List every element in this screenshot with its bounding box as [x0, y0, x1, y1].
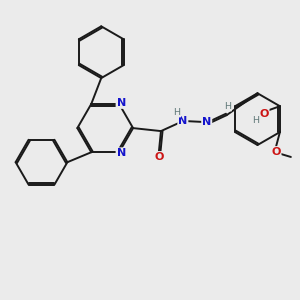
Text: O: O — [271, 147, 280, 157]
Text: H: H — [224, 102, 231, 111]
Text: O: O — [154, 152, 164, 162]
Text: H: H — [173, 108, 180, 117]
Text: N: N — [116, 98, 126, 108]
Text: N: N — [116, 148, 126, 158]
Text: N: N — [178, 116, 188, 126]
Text: O: O — [259, 109, 269, 119]
Text: H: H — [253, 116, 260, 124]
Text: N: N — [202, 117, 212, 127]
